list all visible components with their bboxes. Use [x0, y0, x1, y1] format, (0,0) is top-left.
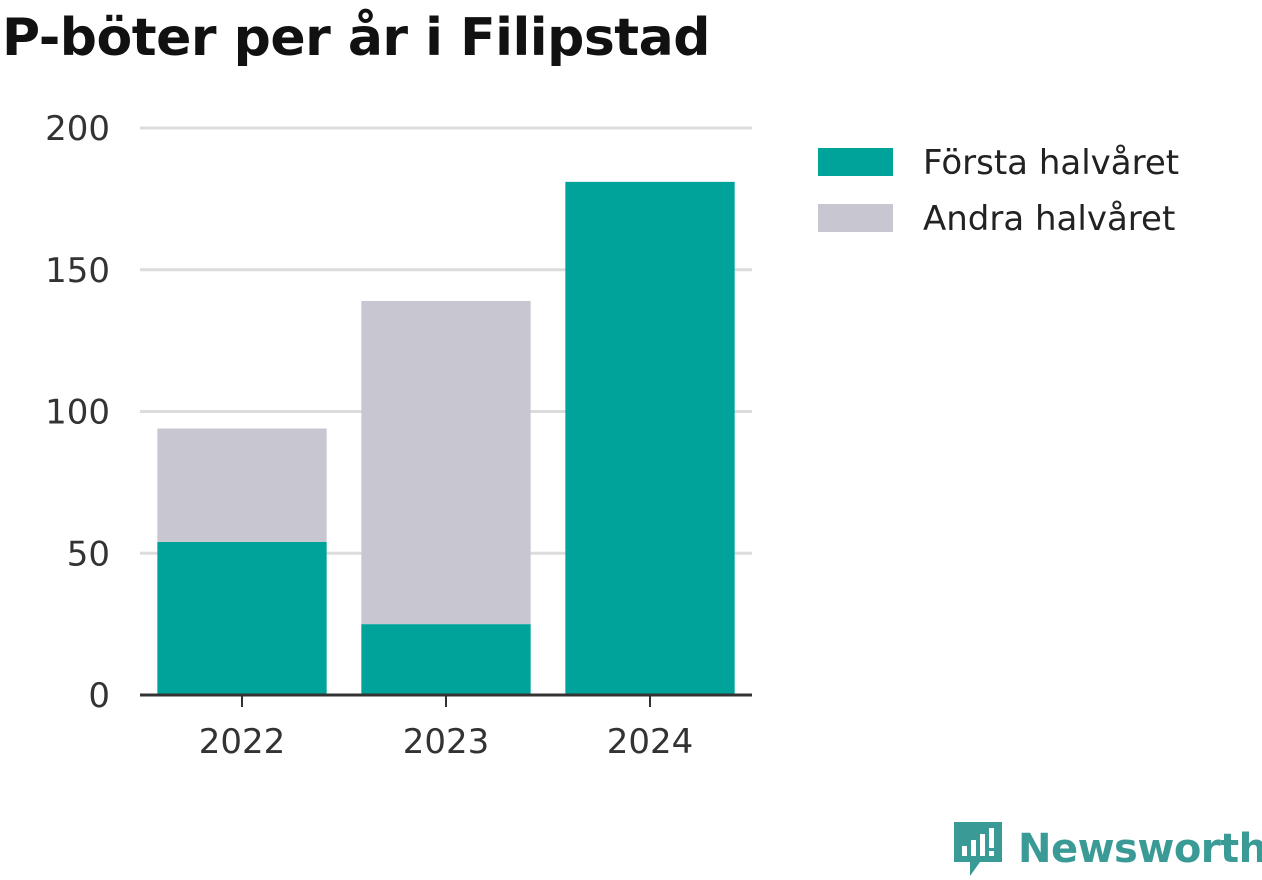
bar [157, 428, 327, 542]
bars [157, 181, 735, 696]
y-tick-label: 100 [45, 393, 110, 433]
x-tick-label: 2024 [607, 722, 694, 762]
legend-swatch [818, 148, 893, 176]
legend: Första halvåret Andra halvåret [818, 143, 1179, 239]
bar [157, 541, 327, 695]
bar [361, 624, 531, 695]
newsworthy-chart-bubble-icon [954, 822, 1002, 876]
y-tick-label: 200 [45, 109, 110, 149]
axes: 0 50 100 150 200 2022 2023 2024 [45, 109, 752, 762]
x-tick-label: 2023 [403, 722, 490, 762]
y-tick-label: 150 [45, 251, 110, 291]
bar [361, 300, 531, 625]
legend-label: Första halvåret [923, 143, 1179, 183]
x-tick-label: 2022 [199, 722, 286, 762]
y-tick-label: 0 [88, 676, 110, 716]
logo-text: Newsworthy [1018, 826, 1262, 872]
bar [565, 181, 735, 696]
legend-label: Andra halvåret [923, 199, 1175, 239]
newsworthy-logo: Newsworthy [950, 818, 1262, 880]
y-tick-label: 50 [67, 534, 110, 574]
legend-swatch [818, 204, 893, 232]
chart-title: P-böter per år i Filipstad [2, 8, 710, 68]
